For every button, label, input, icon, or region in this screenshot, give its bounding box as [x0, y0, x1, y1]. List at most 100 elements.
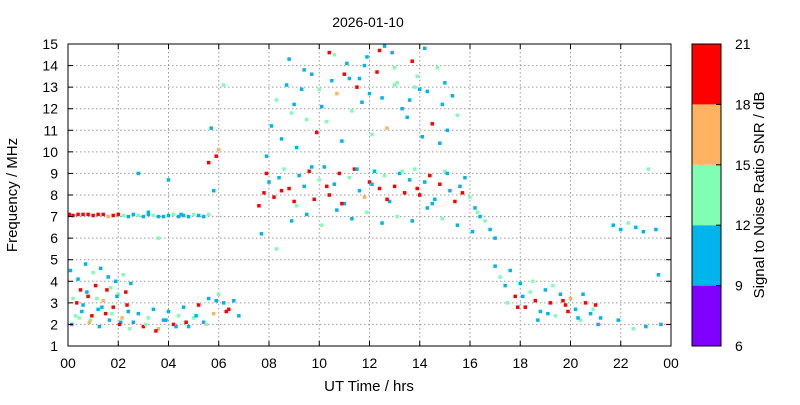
data-point — [488, 227, 492, 232]
data-point — [119, 320, 123, 325]
data-point — [201, 214, 206, 219]
data-point — [71, 296, 75, 301]
data-point — [362, 195, 367, 199]
data-point — [385, 197, 389, 202]
data-point — [131, 212, 136, 217]
data-point — [583, 301, 588, 305]
data-point — [377, 48, 382, 53]
data-point — [224, 309, 229, 314]
data-point — [375, 70, 379, 74]
data-point — [611, 223, 615, 227]
data-point — [392, 65, 397, 70]
data-point — [458, 184, 462, 189]
data-point — [105, 288, 109, 292]
data-point — [78, 288, 83, 292]
data-point — [184, 320, 188, 325]
y-tick-label: 3 — [50, 295, 58, 311]
data-point — [425, 206, 430, 210]
data-point — [71, 213, 75, 218]
data-point — [115, 294, 119, 299]
data-point — [80, 309, 84, 314]
data-point — [440, 216, 445, 221]
data-point — [101, 298, 105, 303]
data-point — [222, 301, 226, 305]
data-point — [131, 320, 136, 325]
x-axis-ticks: 00 02 04 06 08 10 12 14 16 18 20 22 00 — [60, 44, 679, 371]
data-point — [418, 193, 422, 197]
data-point — [156, 236, 161, 240]
data-point — [81, 303, 85, 307]
data-point — [211, 188, 216, 193]
y-tick-label: 11 — [43, 122, 58, 138]
x-tick-label: 16 — [462, 355, 478, 371]
x-tick-label: 06 — [211, 355, 227, 371]
data-point — [362, 63, 367, 68]
data-point — [390, 50, 394, 55]
data-point — [407, 178, 412, 182]
x-tick-label: 00 — [60, 355, 76, 371]
y-tick-label: 4 — [50, 273, 58, 289]
data-point — [350, 109, 354, 113]
colorbar-segment — [692, 44, 721, 105]
data-point — [186, 214, 191, 219]
colorbar-tick-label: 18 — [735, 96, 751, 112]
data-point — [631, 326, 636, 331]
data-point — [330, 78, 334, 83]
colorbar-ticks: 6 9 12 15 18 21 — [716, 36, 751, 354]
data-point — [573, 307, 578, 312]
data-point — [473, 206, 477, 210]
data-point — [206, 212, 211, 217]
data-point — [294, 145, 299, 150]
data-point — [551, 283, 555, 288]
data-point — [382, 44, 387, 48]
colorbar-segment — [692, 104, 721, 165]
data-point — [558, 292, 563, 296]
data-point — [85, 290, 89, 294]
data-point — [289, 111, 294, 115]
data-point — [181, 305, 186, 309]
data-point — [211, 311, 216, 316]
data-point — [345, 61, 349, 66]
data-point — [232, 298, 236, 303]
data-point — [538, 309, 543, 314]
data-point — [86, 212, 90, 217]
x-tick-label: 20 — [563, 355, 579, 371]
data-point — [156, 214, 161, 219]
data-point — [596, 322, 600, 327]
y-tick-label: 7 — [50, 209, 58, 225]
data-point — [320, 104, 324, 109]
data-point — [257, 204, 261, 208]
data-point — [365, 55, 369, 59]
data-point — [327, 193, 332, 197]
data-point — [76, 212, 80, 217]
data-point — [284, 83, 289, 87]
data-point — [340, 139, 344, 143]
data-point — [262, 191, 266, 195]
chart-title: 2026-01-10 — [332, 14, 404, 30]
data-point — [455, 223, 460, 227]
data-point — [129, 281, 133, 286]
data-point — [289, 219, 294, 223]
data-point — [355, 85, 359, 89]
data-point — [176, 314, 181, 318]
data-point — [302, 184, 306, 189]
data-point — [616, 318, 620, 322]
data-point — [515, 305, 520, 309]
data-point — [277, 175, 281, 180]
data-point — [430, 122, 435, 126]
data-point — [576, 316, 580, 320]
data-point — [335, 208, 339, 212]
data-point — [365, 210, 369, 215]
data-point — [430, 201, 435, 206]
data-point — [513, 294, 517, 299]
data-point — [370, 132, 374, 137]
data-point — [335, 91, 339, 96]
data-point — [347, 175, 352, 180]
data-point — [382, 173, 387, 178]
x-tick-label: 22 — [613, 355, 629, 371]
data-point — [332, 182, 337, 186]
data-point — [340, 201, 344, 206]
data-point — [181, 213, 186, 218]
data-point — [387, 199, 392, 204]
